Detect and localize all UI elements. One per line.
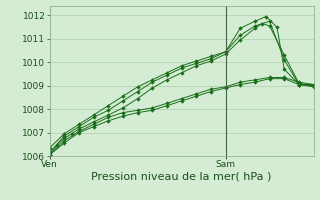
X-axis label: Pression niveau de la mer( hPa ): Pression niveau de la mer( hPa ) — [92, 172, 272, 182]
